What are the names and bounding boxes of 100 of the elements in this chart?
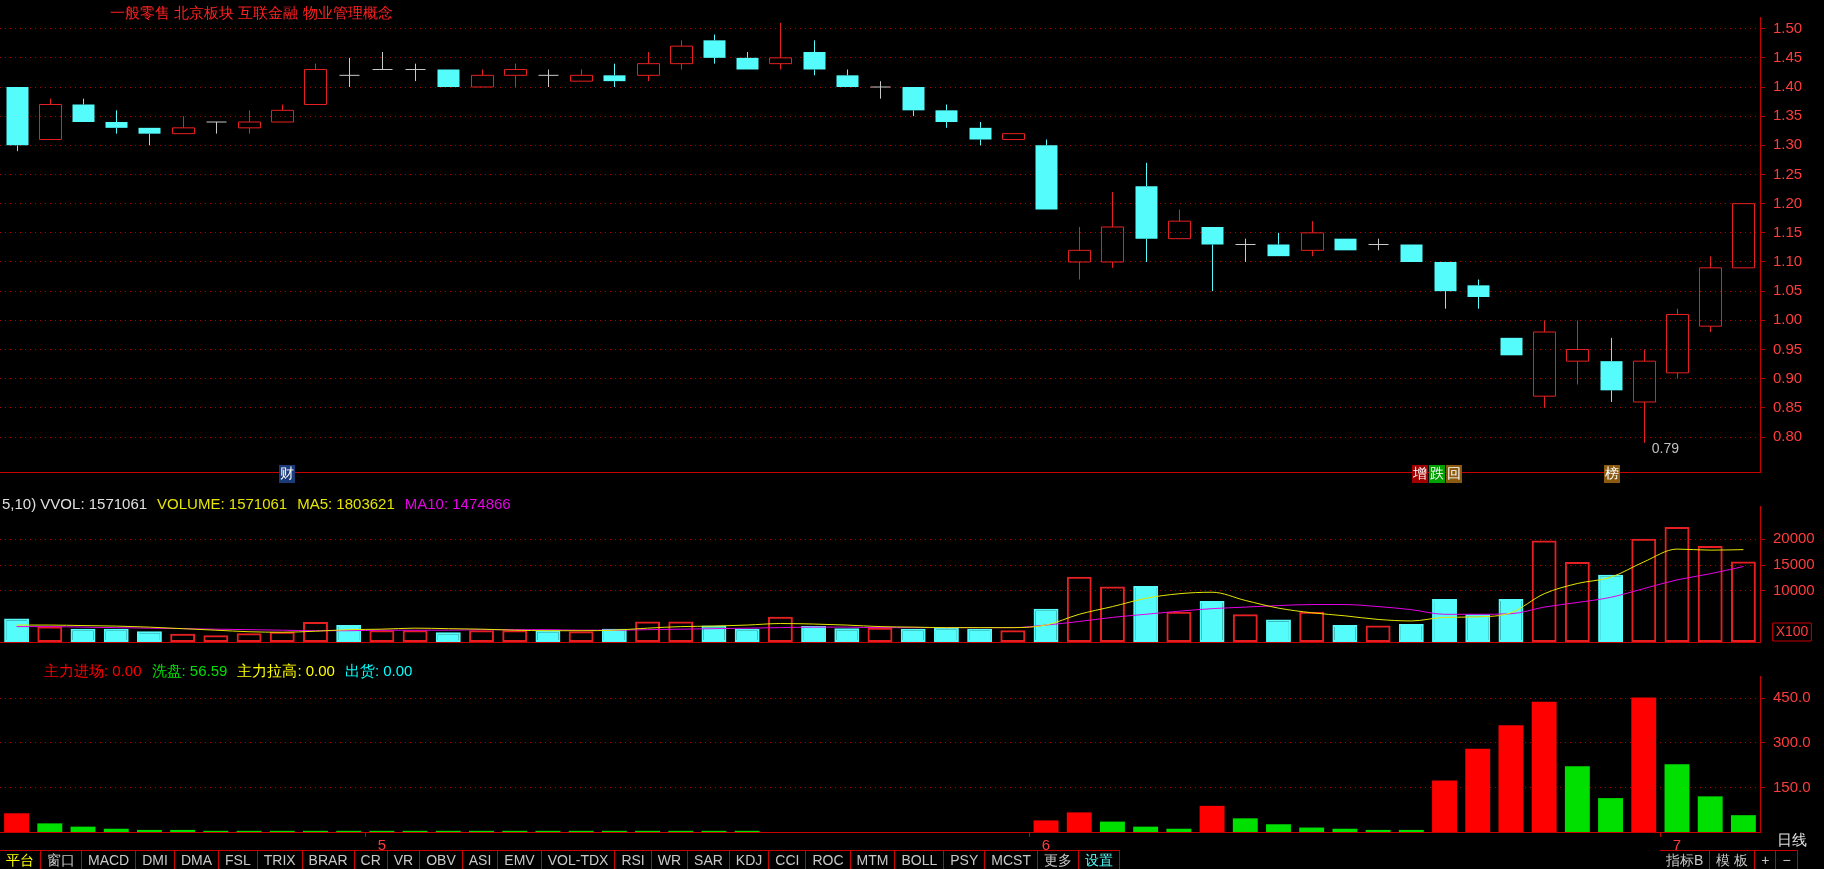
candlestick [172, 115, 195, 135]
candlestick [1168, 209, 1191, 240]
text: WR [651, 851, 689, 869]
candlestick [1301, 220, 1324, 257]
y-tick-label: 1.45 [1773, 47, 1803, 65]
bar [1398, 829, 1424, 832]
candlestick [603, 63, 626, 88]
candlestick [1467, 279, 1490, 310]
bar [103, 828, 129, 832]
y-tick-label: 0.80 [1773, 427, 1803, 445]
y-axis-title: X100 [1775, 622, 1809, 639]
y-tick-label: 1.20 [1773, 193, 1803, 211]
y-tick-label: 15000 [1773, 555, 1815, 573]
annotation: 增 [1412, 464, 1427, 481]
bar [136, 829, 162, 832]
text: ROC [806, 851, 851, 869]
candlestick [902, 87, 925, 117]
y-tick-label: 10000 [1773, 580, 1815, 598]
y-tick-label: 1.15 [1773, 222, 1803, 240]
candlestick [1201, 227, 1224, 292]
candlestick [1267, 232, 1290, 257]
text: DMI [136, 851, 175, 869]
y-tick-label: 1.25 [1773, 164, 1803, 182]
candlestick [105, 109, 128, 135]
y-tick-label: 1.05 [1773, 281, 1803, 299]
y-tick-label: 300.0 [1773, 733, 1811, 750]
text: 洗盘: 56.59 [151, 662, 228, 680]
text: 窗口 [41, 851, 82, 869]
candlestick [1633, 349, 1656, 444]
x-axis-title: 日线 [1777, 831, 1807, 849]
bar [37, 823, 63, 832]
candlestick [1101, 191, 1124, 269]
candlestick [1566, 319, 1589, 385]
text: ASI [462, 851, 499, 869]
text: MCST [985, 851, 1038, 869]
text: VOL-TDX [541, 851, 616, 869]
text: MA10: 1474866 [404, 495, 511, 513]
text: TRIX [257, 851, 303, 869]
bar [1564, 766, 1590, 832]
bar [1199, 805, 1225, 832]
text: 指标B [1660, 851, 1711, 869]
text: BOLL [895, 851, 945, 869]
candlestick [1235, 238, 1256, 263]
y-tick-label: 150.0 [1773, 777, 1811, 795]
y-tick-label: 20000 [1773, 529, 1815, 547]
candlestick [72, 98, 95, 122]
y-tick-label: 1.00 [1773, 310, 1803, 328]
bar [1498, 725, 1524, 832]
candlestick [372, 51, 393, 70]
annotation: 财 [280, 464, 294, 481]
text: CR [354, 851, 388, 869]
bar [70, 826, 96, 832]
text: OBV [420, 851, 463, 869]
bar [1232, 818, 1258, 832]
bar [1432, 780, 1457, 832]
legend-label: 主力拉高: 0.00 [237, 662, 335, 680]
candlestick [803, 39, 826, 76]
bar [1299, 827, 1325, 832]
chart-title: 一般零售 北京板块 互联金融 物业管理概念 [110, 4, 393, 22]
x-tick-label: 6 [1041, 836, 1051, 854]
candlestick [1533, 319, 1556, 409]
y-tick-label: 0.85 [1773, 397, 1803, 415]
text: CCI [769, 851, 807, 869]
text: PSY [944, 851, 986, 869]
candlestick [703, 34, 726, 65]
bar [1531, 701, 1557, 832]
text: DMA [174, 851, 220, 869]
candlestick [138, 127, 161, 146]
y-tick-label: 1.50 [1773, 18, 1803, 36]
candlestick [1135, 162, 1158, 263]
candlestick [1068, 226, 1091, 280]
bar [1730, 815, 1756, 832]
text: 模 板 [1710, 851, 1756, 869]
candlestick [1600, 337, 1623, 403]
chart-subtitle: VOLUME: 1571061 [157, 495, 288, 513]
candlestick [1699, 255, 1722, 333]
bar [1033, 820, 1059, 832]
text: MA5: 1803621 [297, 495, 395, 513]
text: + [1755, 851, 1777, 869]
y-tick-label: 1.40 [1773, 77, 1803, 95]
text: − [1776, 851, 1798, 869]
candlestick [339, 57, 360, 88]
text: 设置 [1078, 851, 1120, 869]
y-tick-label: 1.30 [1773, 135, 1803, 153]
text: FSL [219, 851, 258, 869]
annotation: 榜 [1605, 464, 1619, 481]
bar [1332, 828, 1358, 832]
bar [1598, 798, 1624, 832]
bar [1066, 812, 1092, 832]
text: SAR [688, 851, 730, 869]
bar [4, 813, 30, 832]
bar [1465, 748, 1491, 832]
y-tick-label: 0.95 [1773, 339, 1803, 357]
y-tick-label: 0.90 [1773, 368, 1803, 386]
bar [1100, 821, 1125, 832]
bar [1697, 796, 1723, 832]
y-tick-label: 450.0 [1773, 688, 1811, 706]
candlestick [736, 51, 759, 70]
candlestick [670, 39, 693, 70]
text: EMV [498, 851, 542, 869]
